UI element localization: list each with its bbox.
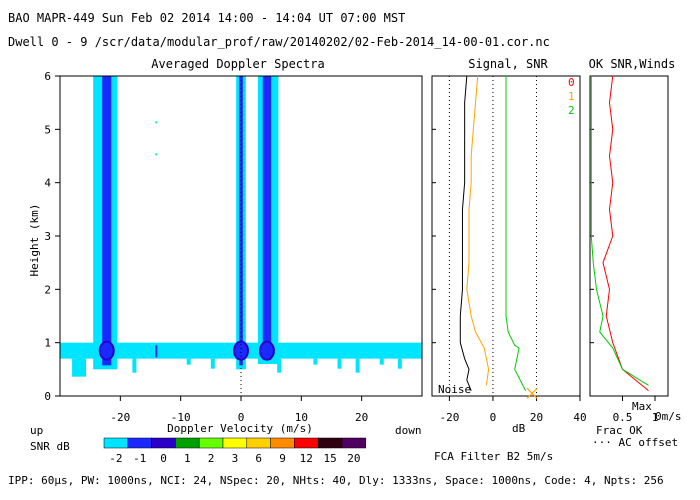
signal-x-tick-label: 20 <box>530 411 543 424</box>
max-label: Max <box>632 400 652 413</box>
colorbar-swatch <box>198 437 224 449</box>
colorbar-level-label: 1 <box>184 452 191 465</box>
y-tick-label: 5 <box>44 123 51 136</box>
legend-2: 2 <box>568 104 575 117</box>
signal-marker <box>526 387 538 399</box>
y-tick-label: 1 <box>44 337 51 350</box>
max-speed-label: 0m/s <box>655 410 682 423</box>
noise-blip <box>313 358 318 365</box>
noise-blip <box>132 358 137 373</box>
colorbar-level-label: 6 <box>255 452 262 465</box>
colorbar-swatch <box>294 437 319 449</box>
spectra-ylabel: Height (km) <box>28 204 41 277</box>
x-tick-label: 20 <box>355 411 368 424</box>
signal-panel: Signal, SNR -20 0 20 40 Noise dB <box>431 57 587 435</box>
colorbar-level-label: 3 <box>232 452 239 465</box>
colorbar-level-label: 0 <box>160 452 167 465</box>
noise-blip <box>355 358 360 373</box>
x-tick-label: -10 <box>171 411 191 424</box>
right-column-core <box>262 76 272 360</box>
y-tick-label: 3 <box>44 230 51 243</box>
legend-0: 0 <box>568 76 575 89</box>
noise-blip <box>210 358 215 369</box>
winds-panel: OK SNR,Winds 0.5 1 0 1 2 Max 0m/s Frac OK… <box>568 57 682 449</box>
colorbar-swatch <box>127 437 152 449</box>
spectra-plot-area <box>60 76 422 396</box>
right-column-base <box>258 340 275 361</box>
noise-blip <box>277 358 282 373</box>
colorbar-swatch <box>341 437 367 449</box>
noise-blip <box>379 358 384 365</box>
colorbar-level-label: 9 <box>279 452 286 465</box>
x-tick-label: 10 <box>295 411 308 424</box>
winds-title: OK SNR,Winds <box>589 57 676 71</box>
colorbar-label: SNR dB <box>30 440 70 453</box>
colorbar-swatch <box>270 437 295 449</box>
signal-x-tick-label: -20 <box>439 411 459 424</box>
y-tick-label: 4 <box>44 177 51 190</box>
left-column-base <box>98 340 115 361</box>
noise-label: Noise <box>438 383 471 396</box>
header-dwell: Dwell 0 - 9 /scr/data/modular_prof/raw/2… <box>8 35 550 49</box>
winds-x-tick-label: 0.5 <box>613 411 633 424</box>
speck <box>155 153 158 156</box>
winds-frame <box>589 75 669 397</box>
colorbar-level-label: 20 <box>347 452 360 465</box>
colorbar-swatch <box>103 437 129 449</box>
spectra-down-label: down <box>395 424 422 437</box>
legend-1: 1 <box>568 90 575 103</box>
y-tick-label: 6 <box>44 70 51 83</box>
colorbar-swatch <box>175 437 200 449</box>
signal-xlabel: dB <box>512 422 526 435</box>
spectra-xlabel: Doppler Velocity (m/s) <box>167 422 313 435</box>
footer-params: IPP: 60μs, PW: 1000ns, NCI: 24, NSpec: 2… <box>8 474 664 487</box>
signal-x-tick-label: 40 <box>573 411 586 424</box>
noise-blip <box>337 358 342 369</box>
colorbar-swatch <box>151 437 176 449</box>
colorbar-swatch <box>222 437 248 449</box>
frac-ok-green <box>590 76 649 386</box>
spectra-up-label: up <box>30 424 43 437</box>
noise-blip <box>397 358 402 369</box>
ac-offset-label: ··· AC offset <box>592 436 678 449</box>
colorbar-swatch <box>317 437 343 449</box>
colorbar-level-label: 12 <box>300 452 313 465</box>
x-tick-label: -20 <box>110 411 130 424</box>
winds-x-tick-label: 1 <box>652 411 659 424</box>
spectral-spike <box>155 345 158 358</box>
noise-blip <box>72 358 87 377</box>
signal-title: Signal, SNR <box>468 57 548 71</box>
fca-filter-label: FCA Filter B2 5m/s <box>434 450 553 463</box>
speck <box>155 121 158 124</box>
colorbar-level-label: 2 <box>208 452 215 465</box>
noise-blip <box>186 358 191 365</box>
spectra-title: Averaged Doppler Spectra <box>151 57 324 71</box>
signal-plot-area: -20 0 20 40 <box>431 75 587 424</box>
frac-ok-red <box>602 75 649 392</box>
winds-plot-area: 0.5 1 <box>589 75 669 424</box>
left-column-core <box>102 76 112 366</box>
signal-x-tick-label: 0 <box>490 411 497 424</box>
y-tick-label: 0 <box>44 390 51 403</box>
colorbar-level-label: -2 <box>109 452 122 465</box>
header-title: BAO MAPR-449 Sun Feb 02 2014 14:00 - 14:… <box>8 11 405 25</box>
signal-dwell-0 <box>459 75 472 391</box>
y-tick-label: 2 <box>44 283 51 296</box>
snr-dwell-0 <box>466 75 490 386</box>
colorbar-level-label: 15 <box>323 452 336 465</box>
colorbar: -2 -1 0 1 2 3 6 9 12 15 20 <box>103 437 367 465</box>
colorbar-level-label: -1 <box>133 452 146 465</box>
zero-column-base <box>233 340 249 361</box>
x-tick-label: 0 <box>238 411 245 424</box>
snr-dwell-2 <box>505 76 527 391</box>
colorbar-swatch <box>246 437 271 449</box>
spectra-axes: 0 1 2 3 4 5 6 -20 -10 0 10 20 <box>44 70 423 424</box>
frac-ok-label: Frac OK <box>596 424 643 437</box>
